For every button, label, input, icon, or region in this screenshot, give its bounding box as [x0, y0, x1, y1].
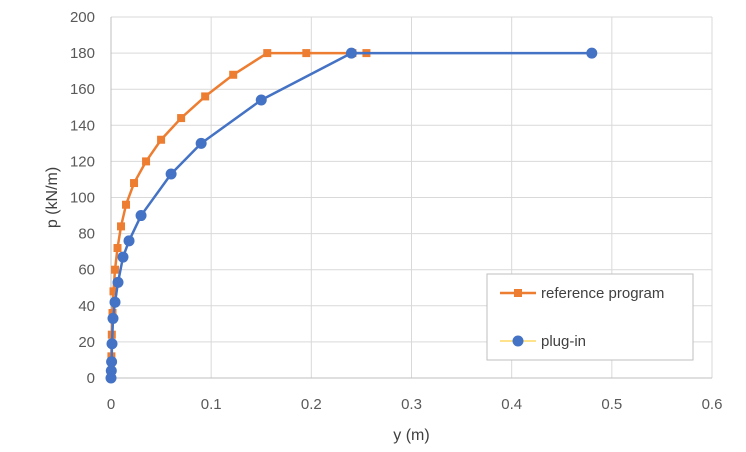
data-point-plug-in: [195, 137, 207, 149]
series-line-reference-program: [109, 51, 367, 379]
data-point-reference-program: [201, 92, 210, 101]
x-tick-label: 0.2: [301, 396, 322, 413]
data-point-plug-in: [106, 338, 118, 350]
data-point-plug-in: [109, 296, 121, 308]
legend-swatch-marker-plug-in: [512, 335, 524, 347]
y-tick-label: 160: [70, 81, 95, 98]
data-point-plug-in: [135, 210, 147, 222]
x-tick-label: 0.5: [601, 396, 622, 413]
y-tick-label: 120: [70, 153, 95, 170]
legend-label-reference-program: reference program: [541, 285, 664, 302]
y-tick-label: 100: [70, 190, 95, 207]
data-point-reference-program: [142, 157, 151, 166]
data-point-plug-in: [165, 168, 177, 180]
y-tick-label: 40: [78, 298, 95, 315]
data-point-plug-in: [345, 47, 357, 59]
x-axis-title: y (m): [393, 427, 429, 444]
data-point-reference-program: [117, 222, 126, 231]
x-tick-label: 0: [107, 396, 115, 413]
data-point-reference-program: [111, 265, 120, 274]
y-tick-label: 0: [87, 370, 95, 387]
data-point-reference-program: [113, 244, 122, 253]
data-point-reference-program: [302, 49, 311, 58]
data-point-plug-in: [105, 365, 117, 377]
data-point-plug-in: [107, 312, 119, 324]
x-tick-label: 0.1: [201, 396, 222, 413]
data-point-reference-program: [109, 287, 118, 296]
x-tick-label: 0.4: [501, 396, 522, 413]
tick-labels: 0 20 40 60 80 100 120 140 160 180 200 0 0.1 0.2 0.3 0.4…: [70, 9, 722, 413]
data-point-reference-program: [122, 200, 131, 209]
y-tick-label: 140: [70, 117, 95, 134]
y-tick-label: 60: [78, 262, 95, 279]
data-point-reference-program: [177, 114, 186, 123]
data-point-plug-in: [112, 276, 124, 288]
data-point-reference-program: [229, 70, 238, 79]
data-point-reference-program: [263, 49, 272, 58]
legend-swatch-marker-reference-program: [514, 289, 522, 297]
legend-box: [486, 273, 694, 361]
data-point-plug-in: [117, 251, 129, 263]
x-tick-label: 0.3: [401, 396, 422, 413]
x-tick-label: 0.6: [702, 396, 723, 413]
data-point-plug-in: [255, 94, 267, 106]
y-tick-label: 20: [78, 334, 95, 351]
data-point-plug-in: [586, 47, 598, 59]
plot-area: [105, 47, 598, 384]
data-point-plug-in: [123, 235, 135, 247]
data-point-reference-program: [130, 179, 139, 188]
legend: reference program plug-in: [486, 273, 694, 361]
data-point-plug-in: [106, 356, 118, 368]
y-tick-label: 200: [70, 9, 95, 26]
y-tick-label: 80: [78, 226, 95, 243]
y-axis-title: p (kN/m): [44, 167, 61, 228]
legend-label-plug-in: plug-in: [541, 333, 586, 350]
y-tick-label: 180: [70, 45, 95, 62]
data-point-reference-program: [157, 135, 166, 144]
